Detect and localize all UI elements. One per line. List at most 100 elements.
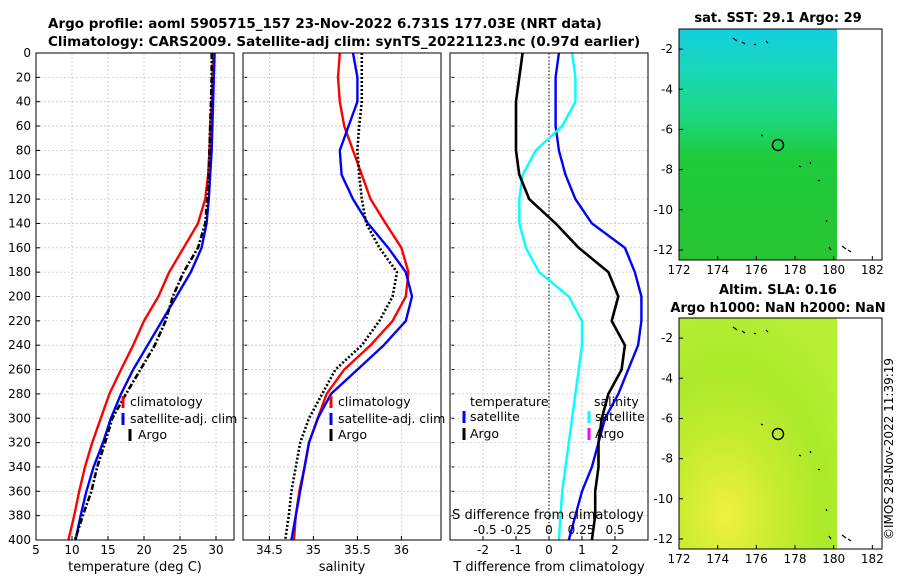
legend-label-satellite: satellite-adj. clim xyxy=(130,411,237,426)
map-y-tick-label: -2 xyxy=(661,331,673,345)
map-y-tick-label: -10 xyxy=(653,203,673,217)
x-tick-label: 1 xyxy=(578,543,586,557)
temperature-panel: 5 10 15 20 25 30 temperature (deg C) climatol… xyxy=(32,52,237,575)
legend-label-satellite: satellite-adj. clim xyxy=(338,411,445,426)
depth-tick-label: 60 xyxy=(16,119,31,133)
series-line-temperature-argo xyxy=(514,52,627,541)
salinity-axes xyxy=(242,52,442,541)
map-y-tick-label: -2 xyxy=(661,42,673,56)
top-xtick: 0.5 xyxy=(605,523,624,537)
depth-tick-label: 400 xyxy=(8,533,31,547)
map-x-tick-label: 172 xyxy=(668,552,691,566)
map-y-tick-label: -6 xyxy=(661,411,673,425)
legend-label-argo: Argo xyxy=(338,427,367,442)
sla-map-title: Altim. SLA: 0.16 xyxy=(719,283,837,298)
depth-tick-label: 80 xyxy=(16,143,31,157)
depth-tick-label: 140 xyxy=(8,216,31,230)
temperature-xlabel: temperature (deg C) xyxy=(68,560,202,575)
sst-coastlines xyxy=(732,37,852,253)
argo-location-marker xyxy=(771,427,785,441)
map-x-tick-label: 180 xyxy=(822,552,845,566)
difference-panel: -2 -1 0 1 2 T difference from climatology S … xyxy=(449,52,649,575)
depth-tick-label: 360 xyxy=(8,484,31,498)
salinity-legend: climatology satellite-adj. clim Argo xyxy=(329,394,445,442)
map-y-tick-label: -10 xyxy=(653,492,673,506)
temperature-series xyxy=(67,52,216,541)
map-y-tick-label: -12 xyxy=(653,243,673,257)
argo-location-marker xyxy=(771,138,785,152)
map-x-tick-label: 176 xyxy=(745,263,768,277)
x-tick-label: -1 xyxy=(510,543,522,557)
series-line-salinity-satellite xyxy=(518,52,584,541)
legend-label-temp-argo: Argo xyxy=(470,426,499,441)
temperature-legend: climatology satellite-adj. clim Argo xyxy=(121,394,237,442)
depth-tick-label: 100 xyxy=(8,168,31,182)
map-y-tick-label: -12 xyxy=(653,532,673,546)
depth-tick-label: 380 xyxy=(8,509,31,523)
legend-label-climatology: climatology xyxy=(338,394,411,409)
difference-xlabel: T difference from climatology xyxy=(452,560,645,575)
top-xtick: -0.5 xyxy=(473,523,496,537)
sst-map-title: sat. SST: 29.1 Argo: 29 xyxy=(694,11,861,26)
sst-heatmap xyxy=(679,29,837,260)
sla-map-panel: Altim. SLA: 0.16 Argo h1000: NaN h2000: … xyxy=(653,283,885,566)
top-xtick: 0 xyxy=(545,523,553,537)
difference-top-xticks: -0.5 -0.25 0 0.25 0.5 xyxy=(473,523,624,537)
series-line-satellite-adj-clim xyxy=(74,52,216,541)
map-x-tick-label: 174 xyxy=(706,552,729,566)
map-x-tick-label: 180 xyxy=(822,263,845,277)
depth-axis-labels: 0 20 40 60 80 100 120 140 160 180 200 220 240 260 280 3… xyxy=(8,46,454,547)
sla-heatmap xyxy=(679,318,837,549)
legend-label-argo: Argo xyxy=(138,427,167,442)
legend-header-temperature: temperature xyxy=(470,394,549,409)
depth-tick-label: 300 xyxy=(8,411,31,425)
depth-tick-label: 0 xyxy=(23,46,31,60)
series-line-argo xyxy=(283,53,399,541)
x-tick-label: 30 xyxy=(208,543,223,557)
salinity-xticks: 34.5 35 35.5 36 xyxy=(256,536,409,557)
salinity-grid xyxy=(243,53,441,540)
sst-map-axes xyxy=(678,28,883,261)
sla-map-ticks: 172 174 176 178 180 182 -2 -4 -6 -8 -10 -12 xyxy=(653,331,883,566)
sst-map-panel: sat. SST: 29.1 Argo: 29 172 174 176 178 180 1… xyxy=(653,11,883,277)
legend-label-temp-satellite: satellite xyxy=(470,409,520,424)
difference-legend: temperature satellite Argo salinity sate… xyxy=(462,394,645,441)
top-xtick: -0.25 xyxy=(500,523,531,537)
series-line-temperature-satellite xyxy=(554,52,643,541)
x-tick-label: 15 xyxy=(100,543,115,557)
sst-map-ticks: 172 174 176 178 180 182 -2 -4 -6 -8 -10 -12 xyxy=(653,42,883,277)
depth-tick-label: 320 xyxy=(8,436,31,450)
credit-text: ©IMOS 28-Nov-2022 11:39:19 xyxy=(882,358,896,540)
legend-label-sal-satellite: satellite xyxy=(595,409,645,424)
depth-tick-label: 180 xyxy=(8,265,31,279)
map-y-tick-label: -4 xyxy=(661,82,673,96)
map-x-tick-label: 182 xyxy=(861,552,884,566)
depth-tick-label: 340 xyxy=(8,460,31,474)
x-tick-label: 36 xyxy=(394,543,409,557)
temperature-grid xyxy=(36,53,234,540)
depth-tick-label: 280 xyxy=(8,387,31,401)
x-tick-label: -2 xyxy=(477,543,489,557)
difference-xticks: -2 -1 0 1 2 xyxy=(477,536,619,557)
depth-tick-label: 120 xyxy=(8,192,31,206)
x-tick-label: 35 xyxy=(306,543,321,557)
depth-tick-label: 240 xyxy=(8,338,31,352)
sla-map-axes xyxy=(678,317,883,550)
salinity-xlabel: salinity xyxy=(319,560,366,575)
legend-label-climatology: climatology xyxy=(130,394,203,409)
x-tick-label: 2 xyxy=(611,543,619,557)
salinity-series xyxy=(283,52,414,541)
map-x-tick-label: 174 xyxy=(706,263,729,277)
x-tick-label: 20 xyxy=(136,543,151,557)
legend-header-salinity: salinity xyxy=(594,394,639,409)
difference-series xyxy=(514,52,643,541)
map-x-tick-label: 176 xyxy=(745,552,768,566)
sla-map-subtitle: Argo h1000: NaN h2000: NaN xyxy=(670,301,885,316)
x-tick-label: 25 xyxy=(172,543,187,557)
x-tick-label: 35.5 xyxy=(344,543,371,557)
depth-tick-label: 20 xyxy=(16,70,31,84)
header-line2: Climatology: CARS2009. Satellite-adj cli… xyxy=(48,34,640,50)
map-x-tick-label: 172 xyxy=(668,263,691,277)
depth-tick-label: 40 xyxy=(16,95,31,109)
